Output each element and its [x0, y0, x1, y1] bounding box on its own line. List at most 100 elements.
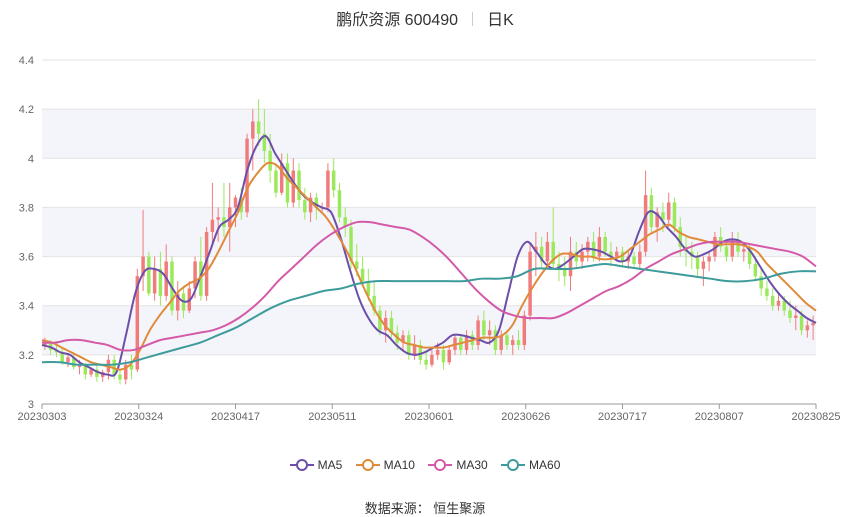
- y-tick-label: 3.2: [19, 350, 34, 362]
- candle-body: [314, 197, 319, 208]
- legend-label-ma60: MA60: [529, 458, 561, 472]
- candle: [100, 369, 105, 382]
- x-tick-label: 20230601: [405, 411, 454, 423]
- candle-body: [487, 330, 492, 336]
- title-separator: [472, 12, 474, 26]
- candle-body: [534, 246, 538, 252]
- candle-body: [476, 320, 480, 346]
- legend-marker-ma10: [355, 459, 380, 471]
- candle: [805, 320, 810, 338]
- candle-body: [303, 200, 307, 213]
- candle-body: [355, 261, 359, 269]
- candle: [152, 256, 157, 301]
- legend-marker-ma5: [289, 459, 314, 471]
- chart-title-period: 日K: [487, 12, 514, 29]
- candle-body: [753, 263, 758, 277]
- candle-body: [435, 349, 440, 355]
- candle-body: [83, 364, 88, 375]
- candle-body: [245, 138, 249, 213]
- ma-line-ma30: [41, 220, 817, 352]
- y-tick-label: 3.8: [19, 202, 34, 214]
- legend-item-ma5[interactable]: MA5: [289, 458, 342, 472]
- y-tick-label: 3: [28, 399, 34, 411]
- candle: [256, 99, 261, 146]
- candle: [643, 170, 648, 257]
- candle: [331, 158, 336, 198]
- candle-body: [256, 121, 261, 134]
- candle-body: [72, 357, 76, 368]
- candle: [176, 281, 180, 321]
- candle-body: [782, 300, 786, 311]
- y-tick-label: 4.4: [19, 55, 34, 67]
- candle-body: [609, 251, 613, 257]
- candle-body: [603, 236, 607, 252]
- ma-line-ma10: [41, 161, 817, 371]
- candle-body: [528, 251, 532, 316]
- candle: [72, 352, 76, 370]
- candle-body: [539, 246, 544, 262]
- candle: [476, 315, 480, 350]
- candle-body: [210, 219, 215, 232]
- candle: [776, 293, 781, 311]
- ma-line-ma5: [41, 135, 817, 377]
- candle-body: [176, 293, 180, 311]
- candle: [279, 153, 284, 196]
- candle: [713, 232, 717, 262]
- candle-body: [811, 322, 815, 326]
- y-tick-label: 4.2: [19, 104, 34, 116]
- candle: [441, 345, 446, 370]
- candle: [666, 192, 671, 228]
- candle: [672, 197, 677, 232]
- candle-body: [407, 335, 411, 355]
- y-axis: 3 3.2 3.4 3.6 3.8 4 4.2 4.4: [19, 55, 34, 411]
- legend-item-ma30[interactable]: MA30: [428, 458, 488, 472]
- candle: [204, 227, 209, 301]
- x-tick-label: 20230825: [792, 411, 841, 423]
- candle-body: [401, 335, 405, 343]
- candle: [216, 207, 220, 242]
- candle: [401, 330, 405, 350]
- candle-body: [597, 236, 602, 257]
- candle-body: [337, 190, 342, 218]
- candle-body: [291, 170, 295, 203]
- candle-body: [765, 288, 769, 296]
- candle-body: [788, 310, 792, 318]
- candle: [655, 207, 659, 242]
- candle-body: [666, 202, 671, 220]
- candle: [274, 163, 278, 198]
- candle-body: [724, 246, 729, 257]
- x-tick-label: 20230717: [598, 411, 647, 423]
- candle-body: [493, 330, 498, 350]
- candle-body: [112, 359, 116, 375]
- legend-item-ma60[interactable]: MA60: [501, 458, 560, 472]
- candle-body: [695, 256, 700, 269]
- candle-body: [274, 170, 278, 193]
- candle: [511, 335, 515, 355]
- candle-body: [147, 256, 151, 294]
- candle: [614, 246, 619, 262]
- candle-body: [730, 241, 734, 257]
- candle-body: [279, 163, 284, 193]
- grid-band: [42, 109, 816, 159]
- candle-body: [297, 170, 301, 201]
- candle: [770, 288, 775, 311]
- y-tick-label: 4: [28, 153, 34, 165]
- legend-item-ma10[interactable]: MA10: [355, 458, 415, 472]
- candle: [609, 241, 613, 267]
- candle-body: [268, 150, 272, 171]
- candle-body: [574, 251, 579, 262]
- candle-body: [447, 349, 451, 363]
- candle-body: [262, 133, 267, 151]
- candle-body: [441, 349, 446, 363]
- candle-body: [614, 251, 619, 257]
- candle-body: [643, 195, 648, 252]
- legend-marker-ma30: [428, 459, 453, 471]
- candle-body: [204, 232, 209, 296]
- candle: [141, 209, 145, 291]
- candle: [303, 187, 307, 220]
- candle-body: [713, 236, 717, 257]
- candle-body: [124, 364, 128, 380]
- candle: [285, 153, 290, 208]
- candle: [245, 133, 249, 218]
